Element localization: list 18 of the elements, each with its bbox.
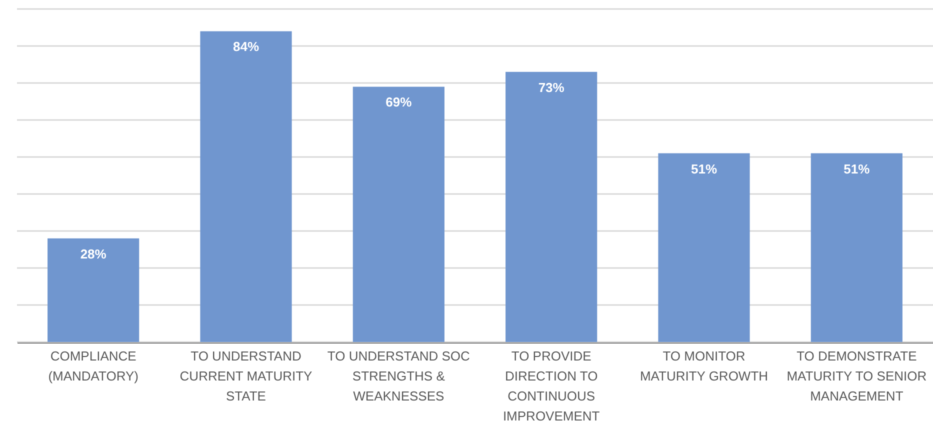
bar [506,72,598,342]
data-label: 73% [538,80,565,95]
x-tick-label: TO MONITOR MATURITY GROWTH [640,348,768,384]
bar [48,238,140,342]
bar [810,153,902,342]
bar [200,31,292,342]
x-tick-label: TO DEMONSTRATE MATURITY TO SENIOR MANAGEMENT [786,348,927,404]
bar [352,86,444,342]
data-label: 51% [690,161,718,176]
x-tick-label: TO UNDERSTAND SOC STRENGTHS & WEAKNESSES [327,348,470,404]
x-tick-label: TO PROVIDE DIRECTION TO CONTINUOUS IMPROVEMENT [502,348,600,424]
data-label: 51% [844,161,870,176]
x-tick-label: TO UNDERSTAND CURRENT MATURITY STATE [180,348,313,404]
data-label: 84% [232,39,260,54]
data-label: 28% [80,246,107,262]
bar [658,153,750,342]
data-label: 69% [386,94,412,110]
x-tick-label: COMPLIANCE (MANDATORY) [48,348,138,384]
